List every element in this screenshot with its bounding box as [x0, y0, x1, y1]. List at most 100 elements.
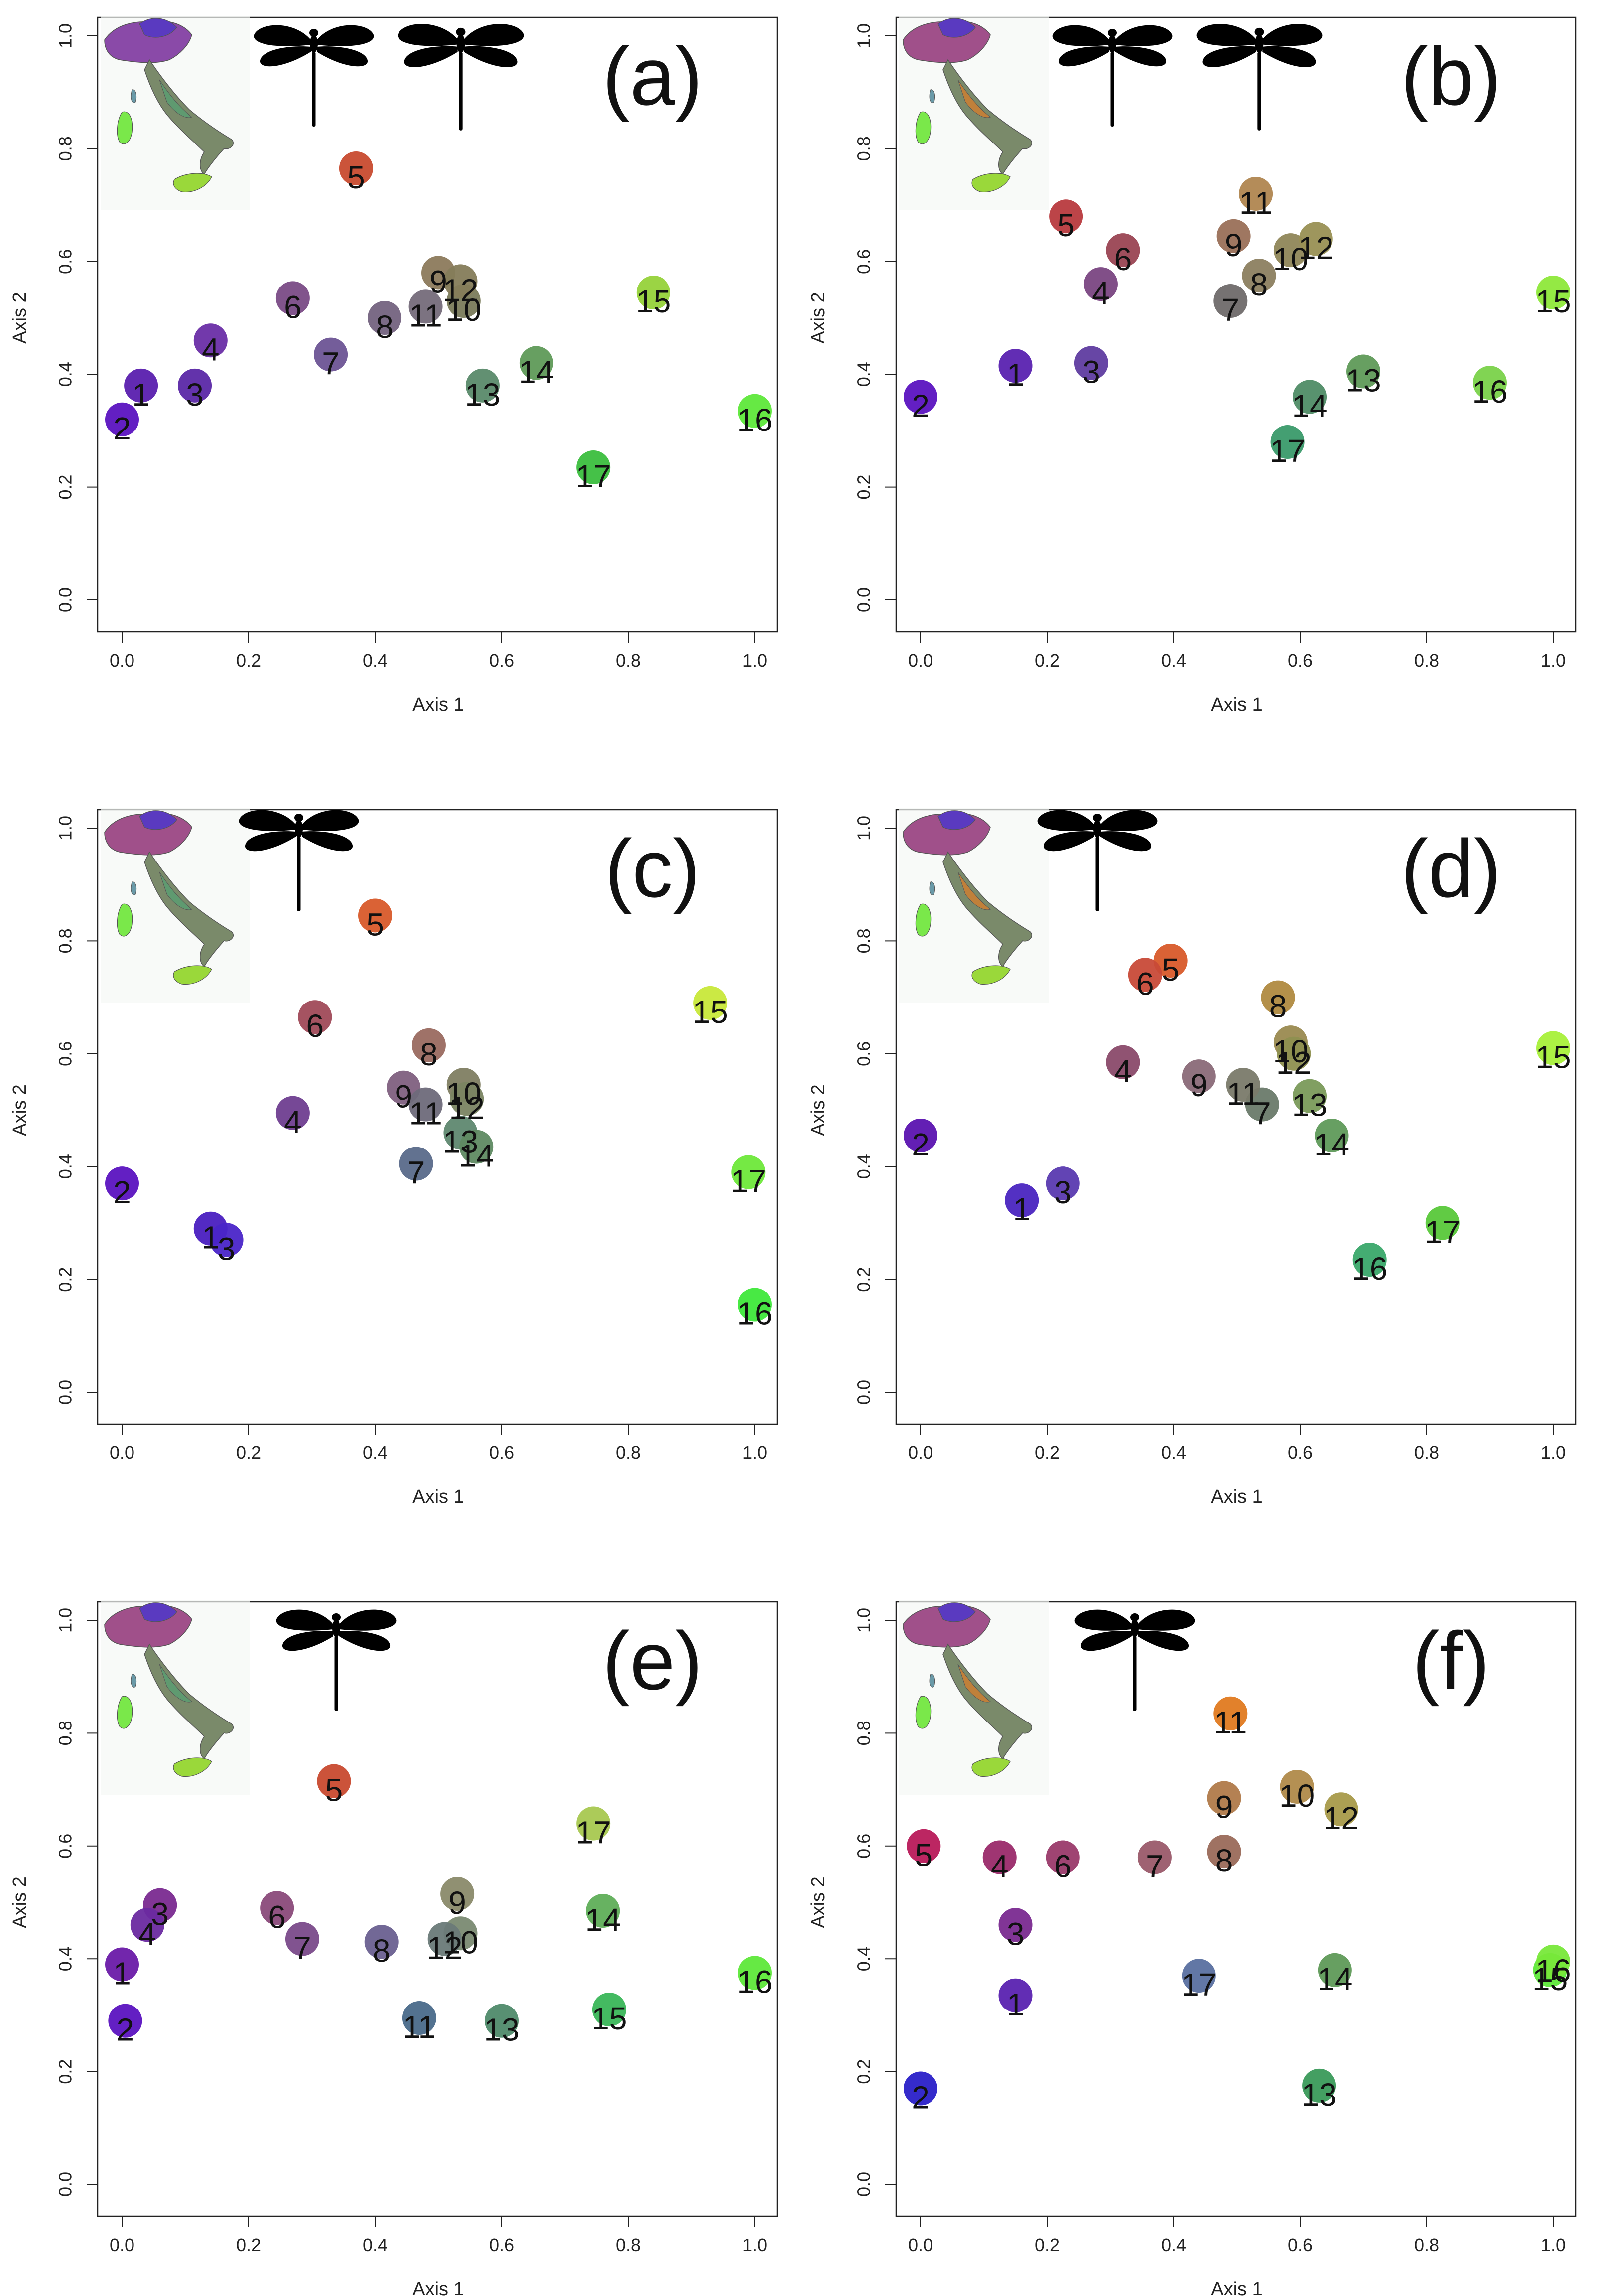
x-tick-label: 0.0 — [908, 1442, 933, 1463]
panel-label: (d) — [1401, 823, 1501, 914]
y-tick-label: 0.8 — [854, 928, 874, 953]
x-tick-label: 0.8 — [616, 1442, 641, 1463]
y-tick-label: 0.0 — [854, 2172, 874, 2197]
point-label: 7 — [293, 1930, 311, 1966]
y-tick-label: 0.0 — [55, 587, 76, 612]
y-tick-label: 1.0 — [854, 23, 874, 48]
y-tick-label: 0.8 — [854, 136, 874, 161]
point-label: 10 — [446, 1076, 481, 1112]
y-tick-label: 0.8 — [854, 1721, 874, 1745]
data-point — [427, 1922, 462, 1956]
x-tick-label: 0.8 — [616, 2235, 641, 2255]
plot-frame — [97, 1601, 778, 2217]
x-tick-label: 0.6 — [1288, 2235, 1313, 2255]
dragonfly-icon — [1052, 25, 1173, 127]
scatter-panel: 0.0 0.2 0.4 0.6 0.8 1.0 Axis 1 0.0 0.2 0.4 0.6 0.8 1… — [808, 808, 1577, 1507]
data-point — [285, 1922, 319, 1956]
point-label: 9 — [448, 1885, 466, 1921]
y-axis: 0.0 0.2 0.4 0.6 0.8 1.0 — [854, 816, 896, 1405]
point-label: 4 — [1114, 1053, 1132, 1089]
scatter-panel: 0.0 0.2 0.4 0.6 0.8 1.0 Axis 1 0.0 0.2 0.4 0.6 0.8 1… — [9, 1600, 778, 2296]
y-tick-label: 0.6 — [55, 249, 76, 274]
point-label: 3 — [218, 1231, 236, 1267]
point-label: 2 — [912, 2080, 930, 2116]
point-label: 9 — [1215, 1789, 1233, 1825]
dragonfly-icon — [398, 24, 524, 131]
x-tick-label: 0.0 — [110, 2235, 134, 2255]
data-point — [1293, 380, 1327, 414]
x-tick-label: 0.8 — [1414, 1442, 1439, 1463]
x-tick-label: 0.4 — [1161, 2235, 1186, 2255]
y-axis-label: Axis 2 — [9, 292, 30, 343]
point-label: 12 — [1298, 230, 1333, 266]
point-label: 5 — [1057, 207, 1075, 243]
point-label: 17 — [1425, 1214, 1460, 1250]
x-tick-label: 1.0 — [742, 2235, 767, 2255]
point-label: 7 — [1222, 292, 1240, 328]
point-label: 12 — [449, 1090, 485, 1126]
data-point — [193, 323, 228, 358]
point-label: 6 — [284, 289, 302, 325]
data-point — [1318, 1953, 1352, 1987]
italy-map-icon — [101, 16, 250, 210]
data-point — [1213, 1696, 1248, 1730]
y-axis: 0.0 0.2 0.4 0.6 0.8 1.0 — [854, 1608, 896, 2197]
data-point — [411, 1028, 446, 1062]
x-tick-label: 0.2 — [236, 2235, 261, 2255]
y-axis: 0.0 0.2 0.4 0.6 0.8 1.0 — [55, 23, 98, 612]
data-point — [998, 1978, 1033, 2012]
point-label: 8 — [1250, 267, 1268, 302]
data-point — [1273, 233, 1308, 268]
data-point — [1280, 1769, 1314, 1804]
y-axis: 0.0 0.2 0.4 0.6 0.8 1.0 — [854, 23, 896, 612]
point-label: 14 — [1292, 388, 1327, 424]
data-point — [1046, 1166, 1080, 1201]
data-point — [904, 380, 937, 414]
data-point — [586, 1893, 620, 1928]
data-point — [399, 1147, 433, 1181]
point-label: 3 — [186, 377, 204, 413]
data-point — [1473, 366, 1507, 400]
x-tick-label: 0.6 — [489, 2235, 514, 2255]
x-tick-label: 0.0 — [908, 650, 933, 671]
data-point — [1536, 276, 1570, 310]
plot-frame — [895, 1601, 1577, 2217]
y-axis-label: Axis 2 — [9, 1876, 30, 1928]
data-point — [1207, 1781, 1241, 1815]
point-label: 1 — [1007, 357, 1025, 393]
data-point — [105, 1166, 139, 1201]
y-tick-label: 1.0 — [55, 816, 76, 841]
data-point — [459, 1130, 494, 1164]
scatter-panel: 0.0 0.2 0.4 0.6 0.8 1.0 Axis 1 0.0 0.2 0.4 0.6 0.8 1… — [808, 1600, 1577, 2296]
y-tick-label: 0.4 — [55, 1154, 76, 1179]
x-tick-label: 0.0 — [110, 1442, 134, 1463]
y-tick-label: 0.2 — [854, 1267, 874, 1292]
y-axis: 0.0 0.2 0.4 0.6 0.8 1.0 — [55, 1608, 98, 2197]
point-label: 5 — [325, 1772, 343, 1808]
point-label: 10 — [443, 1924, 478, 1960]
point-label: 1 — [113, 1956, 131, 1992]
data-point — [443, 264, 478, 298]
point-label: 4 — [138, 1916, 156, 1952]
point-label: 13 — [443, 1124, 478, 1159]
x-tick-label: 0.4 — [363, 2235, 388, 2255]
y-tick-label: 0.6 — [55, 1041, 76, 1066]
data-point — [1536, 1944, 1570, 1979]
data-point — [1302, 2068, 1336, 2103]
data-point — [1137, 1840, 1172, 1874]
x-axis: 0.0 0.2 0.4 0.6 0.8 1.0 — [908, 632, 1566, 671]
x-tick-label: 0.4 — [363, 1442, 388, 1463]
y-axis-label: Axis 2 — [808, 1876, 829, 1928]
point-label: 1 — [202, 1220, 220, 1256]
data-point — [1049, 199, 1083, 234]
italy-map-icon — [101, 808, 250, 1003]
point-label: 3 — [1082, 354, 1100, 390]
data-point — [358, 898, 392, 933]
point-label: 17 — [576, 458, 611, 494]
data-point — [1239, 176, 1273, 211]
data-point — [1213, 284, 1248, 318]
y-tick-label: 0.6 — [854, 1834, 874, 1859]
